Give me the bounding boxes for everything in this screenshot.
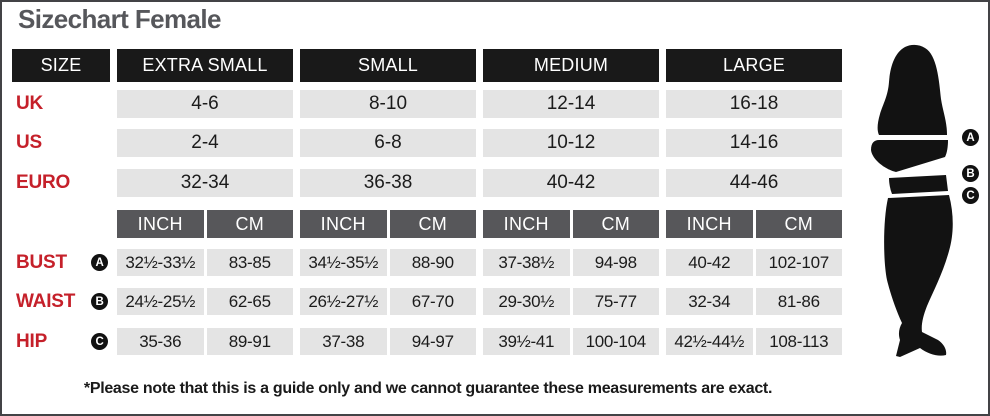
column-header-medium: MEDIUM	[483, 49, 659, 82]
bust-pair-xs: 32½-33½ 83-85	[117, 249, 293, 276]
units-row-spacer	[12, 210, 110, 238]
female-silhouette-icon	[871, 44, 953, 357]
cell-euro-xs: 32-34	[117, 169, 293, 197]
marker-b-icon: B	[91, 293, 108, 310]
unit-header-inch: INCH	[117, 210, 204, 238]
cell-hip-s-cm: 94-97	[389, 328, 476, 355]
cell-euro-m: 40-42	[483, 169, 659, 197]
units-pair-l: INCH CM	[666, 210, 842, 238]
bust-pair-m: 37-38½ 94-98	[483, 249, 659, 276]
waist-pair-l: 32-34 81-86	[666, 288, 842, 315]
units-pair-s: INCH CM	[300, 210, 476, 238]
hip-pair-xs: 35-36 89-91	[117, 328, 293, 355]
units-pair-m: INCH CM	[483, 210, 659, 238]
footnote: *Please note that this is a guide only a…	[83, 380, 773, 397]
row-label-waist: WAIST B	[12, 288, 110, 315]
column-header-small: SMALL	[300, 49, 476, 82]
table-row-euro: EURO 32-34 36-38 40-42 44-46	[12, 169, 844, 197]
table-row-uk: UK 4-6 8-10 12-14 16-18	[12, 90, 844, 118]
cell-waist-m-inch: 29-30½	[483, 288, 570, 315]
cell-hip-l-cm: 108-113	[755, 328, 842, 355]
cell-bust-xs-cm: 83-85	[206, 249, 293, 276]
sizechart-table: SIZE EXTRA SMALL SMALL MEDIUM LARGE UK 4…	[12, 49, 844, 355]
cell-uk-s: 8-10	[300, 90, 476, 118]
cell-uk-m: 12-14	[483, 90, 659, 118]
bust-pair-s: 34½-35½ 88-90	[300, 249, 476, 276]
column-header-size: SIZE	[12, 49, 110, 82]
hip-pair-l: 42½-44½ 108-113	[666, 328, 842, 355]
waist-label: WAIST	[16, 290, 76, 312]
table-row-waist: WAIST B 24½-25½ 62-65 26½-27½ 67-70 29-3…	[12, 288, 844, 315]
cell-waist-xs-inch: 24½-25½	[117, 288, 204, 315]
cell-hip-xs-cm: 89-91	[206, 328, 293, 355]
cell-bust-s-inch: 34½-35½	[300, 249, 387, 276]
cell-euro-s: 36-38	[300, 169, 476, 197]
cell-waist-s-cm: 67-70	[389, 288, 476, 315]
bust-label: BUST	[16, 251, 67, 273]
cell-uk-l: 16-18	[666, 90, 842, 118]
column-header-extra-small: EXTRA SMALL	[117, 49, 293, 82]
cell-hip-m-inch: 39½-41	[483, 328, 570, 355]
cell-waist-xs-cm: 62-65	[206, 288, 293, 315]
row-label-bust: BUST A	[12, 249, 110, 276]
table-row-hip: HIP C 35-36 89-91 37-38 94-97 39½-41 100…	[12, 328, 844, 355]
unit-header-cm: CM	[572, 210, 659, 238]
hip-label: HIP	[16, 330, 48, 352]
cell-uk-xs: 4-6	[117, 90, 293, 118]
row-label-uk: UK	[16, 93, 44, 114]
row-label-hip: HIP C	[12, 328, 110, 355]
hip-pair-s: 37-38 94-97	[300, 328, 476, 355]
cell-waist-l-inch: 32-34	[666, 288, 753, 315]
cell-bust-xs-inch: 32½-33½	[117, 249, 204, 276]
waist-pair-m: 29-30½ 75-77	[483, 288, 659, 315]
cell-waist-l-cm: 81-86	[755, 288, 842, 315]
unit-header-inch: INCH	[300, 210, 387, 238]
table-units-row: INCH CM INCH CM INCH CM INCH CM	[12, 210, 844, 238]
figure-marker-a-icon: A	[962, 129, 979, 146]
table-row-bust: BUST A 32½-33½ 83-85 34½-35½ 88-90 37-38…	[12, 249, 844, 276]
table-row-us: US 2-4 6-8 10-12 14-16	[12, 129, 844, 157]
figure-marker-b-icon: B	[962, 165, 979, 182]
row-label-us: US	[16, 132, 42, 153]
cell-us-s: 6-8	[300, 129, 476, 157]
cell-hip-l-inch: 42½-44½	[666, 328, 753, 355]
cell-hip-m-cm: 100-104	[572, 328, 659, 355]
cell-us-l: 14-16	[666, 129, 842, 157]
figure-marker-c-icon: C	[962, 187, 979, 204]
cell-bust-s-cm: 88-90	[389, 249, 476, 276]
cell-bust-l-cm: 102-107	[755, 249, 842, 276]
cell-hip-s-inch: 37-38	[300, 328, 387, 355]
unit-header-inch: INCH	[483, 210, 570, 238]
units-pair-xs: INCH CM	[117, 210, 293, 238]
unit-header-cm: CM	[755, 210, 842, 238]
cell-euro-l: 44-46	[666, 169, 842, 197]
unit-header-cm: CM	[206, 210, 293, 238]
marker-c-icon: C	[91, 333, 108, 350]
cell-us-xs: 2-4	[117, 129, 293, 157]
hip-pair-m: 39½-41 100-104	[483, 328, 659, 355]
column-header-large: LARGE	[666, 49, 842, 82]
row-label-euro: EURO	[16, 172, 71, 193]
waist-pair-s: 26½-27½ 67-70	[300, 288, 476, 315]
marker-a-icon: A	[91, 254, 108, 271]
cell-us-m: 10-12	[483, 129, 659, 157]
bust-pair-l: 40-42 102-107	[666, 249, 842, 276]
cell-bust-l-inch: 40-42	[666, 249, 753, 276]
cell-bust-m-inch: 37-38½	[483, 249, 570, 276]
unit-header-inch: INCH	[666, 210, 753, 238]
unit-header-cm: CM	[389, 210, 476, 238]
cell-bust-m-cm: 94-98	[572, 249, 659, 276]
cell-hip-xs-inch: 35-36	[117, 328, 204, 355]
cell-waist-s-inch: 26½-27½	[300, 288, 387, 315]
page-title: Sizechart Female	[18, 4, 221, 34]
table-header-row: SIZE EXTRA SMALL SMALL MEDIUM LARGE	[12, 49, 844, 82]
cell-waist-m-cm: 75-77	[572, 288, 659, 315]
waist-pair-xs: 24½-25½ 62-65	[117, 288, 293, 315]
